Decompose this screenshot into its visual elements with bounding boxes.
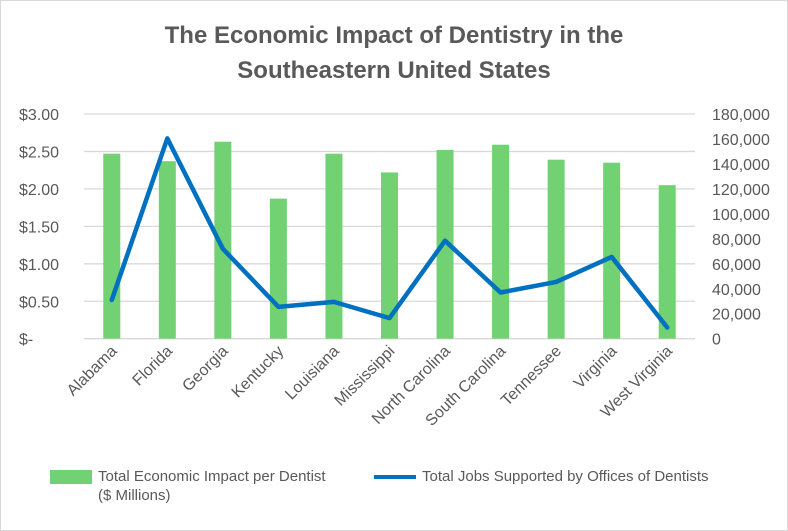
legend-bar-swatch <box>50 470 92 484</box>
right-axis-tick-label: 120,000 <box>712 182 770 199</box>
right-axis-tick-label: 160,000 <box>712 132 770 149</box>
left-axis-tick-label: $2.00 <box>19 182 59 199</box>
bar-tennessee <box>547 159 565 339</box>
legend-bar-label-line1: Total Economic Impact per Dentist <box>98 468 326 485</box>
bar-virginia <box>603 162 621 339</box>
chart-title-line1: The Economic Impact of Dentistry in the <box>164 22 624 49</box>
chart-title: The Economic Impact of Dentistry in the … <box>0 18 788 88</box>
right-axis-tick-label: 180,000 <box>712 107 770 124</box>
right-axis-tick-label: 80,000 <box>712 232 761 249</box>
bar-mississippi <box>381 172 398 339</box>
legend-bar-label: Total Economic Impact per Dentist ($ Mil… <box>98 467 326 505</box>
left-axis-tick-label: $2.50 <box>19 144 59 161</box>
legend-bar-label-line2: ($ Millions) <box>98 487 171 504</box>
chart-title-line2: Southeastern United States <box>237 57 551 84</box>
legend-line-label: Total Jobs Supported by Offices of Denti… <box>422 468 709 485</box>
bar-louisiana <box>325 153 343 339</box>
right-axis-tick-label: 40,000 <box>712 282 761 299</box>
bar-west-virginia <box>658 185 676 339</box>
bar-georgia <box>214 141 232 339</box>
right-axis-tick-label: 60,000 <box>712 257 761 274</box>
legend-item-bar: Total Economic Impact per Dentist ($ Mil… <box>50 467 326 505</box>
right-axis-tick-label: 0 <box>712 332 721 349</box>
right-axis-tick-label: 20,000 <box>712 307 761 324</box>
right-axis-tick-label: 100,000 <box>712 207 770 224</box>
category-label: Alabama <box>64 343 121 400</box>
bar-alabama <box>103 153 121 339</box>
category-label: Tennessee <box>498 343 565 410</box>
category-label: Virginia <box>571 343 621 393</box>
legend-item-line: Total Jobs Supported by Offices of Denti… <box>374 467 709 486</box>
category-label: Florida <box>130 343 177 390</box>
left-axis-tick-label: $- <box>19 332 33 349</box>
bar-florida <box>158 161 176 339</box>
left-axis-tick-label: $1.00 <box>19 257 59 274</box>
right-axis-tick-label: 140,000 <box>712 157 770 174</box>
category-label: Kentucky <box>229 343 288 402</box>
legend-line-swatch <box>374 475 416 479</box>
category-label: Georgia <box>179 343 231 395</box>
left-axis-tick-label: $0.50 <box>19 294 59 311</box>
left-axis-tick-label: $1.50 <box>19 219 59 236</box>
bar-kentucky <box>269 198 287 339</box>
left-axis-tick-label: $3.00 <box>19 107 59 124</box>
bar-south-carolina <box>492 144 510 339</box>
